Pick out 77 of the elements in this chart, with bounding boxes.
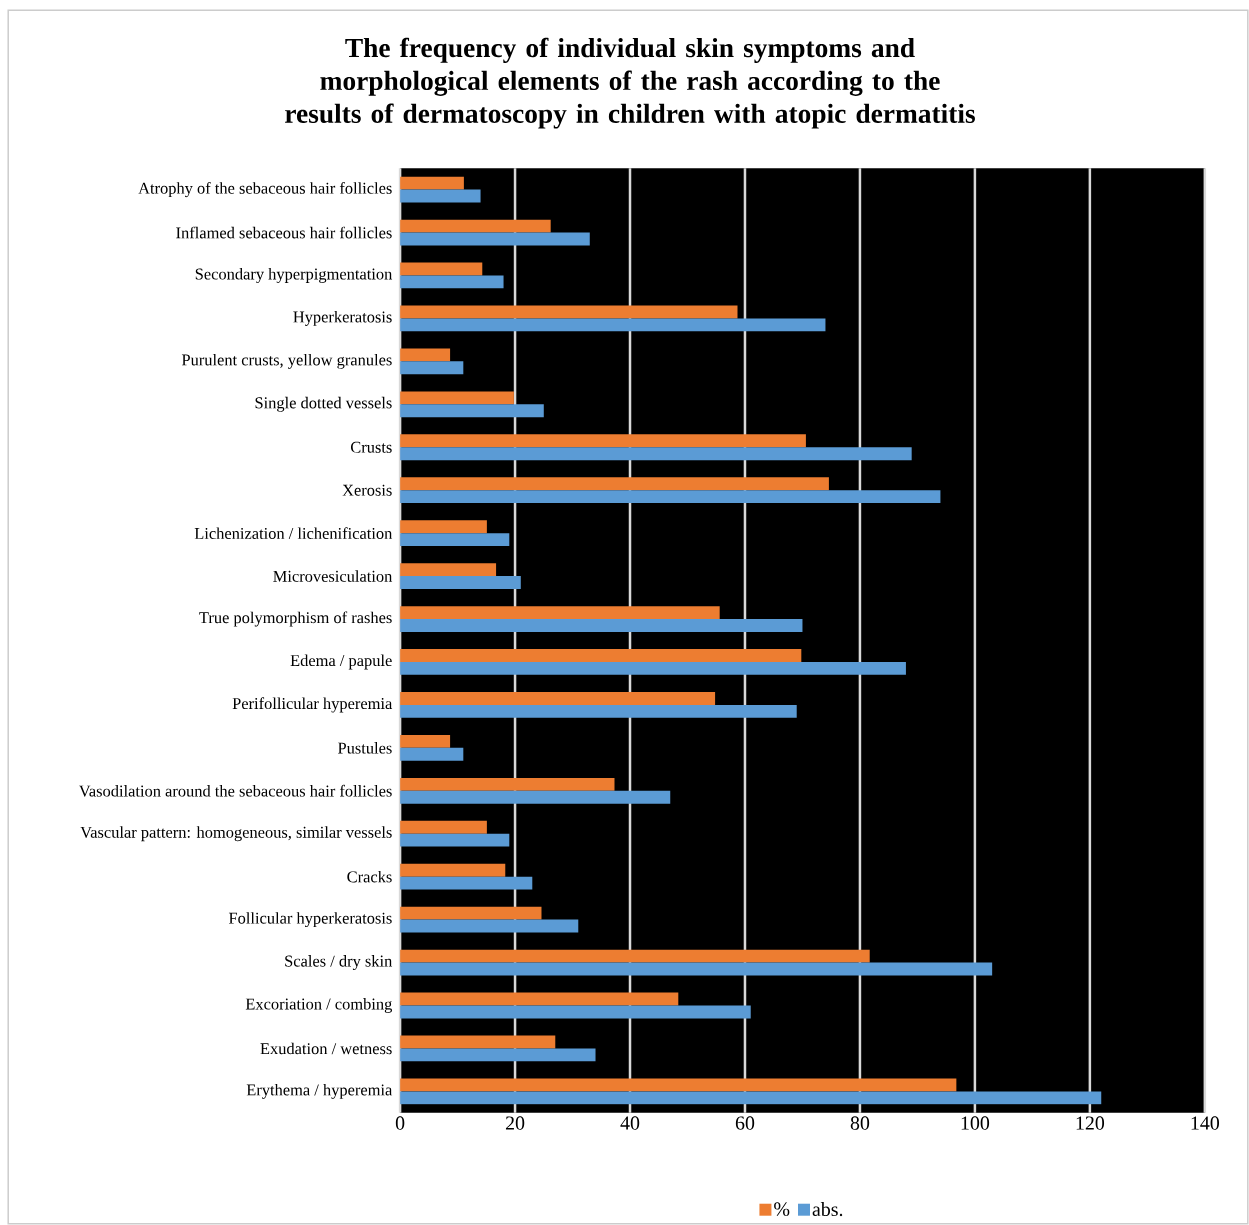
y-tick-label: Purulent crusts, yellow granules	[181, 353, 392, 369]
bar	[400, 1005, 751, 1019]
x-tick-label: 100	[961, 1116, 990, 1130]
bar	[400, 1048, 596, 1062]
y-tick-label: Scales / dry skin	[285, 955, 393, 971]
legend-label: abs.	[812, 1202, 843, 1217]
y-tick-label: Single dotted vessels	[255, 396, 392, 412]
bar	[400, 1091, 1102, 1105]
y-tick-label: Vasodilation around the sebaceous hair follicles	[78, 784, 392, 797]
bar	[400, 833, 510, 847]
bar	[400, 619, 803, 632]
bar	[400, 232, 590, 246]
bar	[400, 262, 483, 276]
y-tick-label: Vascular pattern: homogeneous, similar vessels	[80, 826, 392, 842]
bar	[400, 734, 451, 748]
bar	[400, 305, 738, 319]
y-tick-label: Lichenization / lichenification	[194, 527, 393, 539]
bar	[400, 447, 912, 461]
y-tick-label: Edema / papule	[290, 654, 392, 670]
bar	[400, 962, 993, 976]
x-tick-label: 20	[505, 1116, 525, 1130]
bar	[400, 404, 544, 418]
bar	[400, 863, 506, 877]
y-tick-label: Erythema / hyperemia	[246, 1083, 393, 1099]
bar	[400, 704, 797, 718]
chart-title: The frequency of individual skin symptoms and morphological elements of the rash according to the results of dermatoscopy in children with atopic dermatitis	[285, 37, 975, 129]
y-tick-label: Atrophy of the sebaceous hair follicles	[138, 182, 392, 198]
legend-label: %	[774, 1202, 790, 1216]
bar	[400, 1078, 957, 1092]
bar	[400, 649, 802, 662]
bar	[400, 692, 716, 705]
y-tick-label: True polymorphism of rashes	[199, 611, 392, 627]
bar	[400, 876, 533, 890]
y-tick-label: Inflamed sebaceous hair follicles	[176, 226, 392, 239]
bar	[400, 606, 720, 620]
bar	[400, 318, 826, 332]
bar	[400, 361, 464, 375]
bar	[400, 391, 514, 405]
bar	[400, 275, 504, 289]
bar	[400, 533, 510, 547]
bar	[400, 477, 829, 491]
y-tick-label: Follicular hyperkeratosis	[228, 912, 392, 928]
y-tick-label: Secondary hyperpigmentation	[195, 268, 393, 283]
y-tick-label: Xerosis	[342, 484, 392, 496]
bar	[400, 434, 806, 448]
y-tick-label: Microvesiculation	[273, 570, 393, 582]
bar	[400, 189, 481, 203]
bar	[400, 576, 521, 589]
y-tick-label: Pustules	[337, 742, 392, 754]
x-tick-label: 140	[1191, 1116, 1220, 1130]
y-tick-label: Crusts	[350, 441, 392, 453]
y-tick-label: Hyperkeratosis	[293, 310, 392, 326]
x-tick-label: 80	[850, 1116, 870, 1130]
x-tick-label: 40	[620, 1116, 640, 1130]
bar	[400, 520, 487, 534]
y-tick-label: Exudation / wetness	[260, 1042, 392, 1055]
bar	[400, 661, 906, 675]
bar	[400, 747, 464, 761]
bar	[400, 348, 451, 362]
bar	[400, 563, 497, 577]
x-tick-label: 0	[395, 1116, 405, 1130]
x-tick-label: 60	[735, 1116, 755, 1130]
bar	[400, 992, 679, 1006]
y-tick-label: Excoriation / combing	[245, 998, 393, 1013]
y-tick-label: Perifollicular hyperemia	[232, 697, 393, 713]
bar	[400, 820, 487, 834]
y-tick-label: Cracks	[347, 870, 392, 883]
x-tick-label: 120	[1076, 1116, 1105, 1130]
bar	[400, 490, 941, 504]
bar	[400, 176, 464, 190]
bar	[400, 1035, 556, 1049]
bar	[400, 919, 579, 933]
bar	[400, 906, 542, 920]
bar	[400, 219, 551, 233]
bar	[400, 777, 615, 791]
bar	[400, 949, 870, 963]
bar	[400, 790, 671, 804]
